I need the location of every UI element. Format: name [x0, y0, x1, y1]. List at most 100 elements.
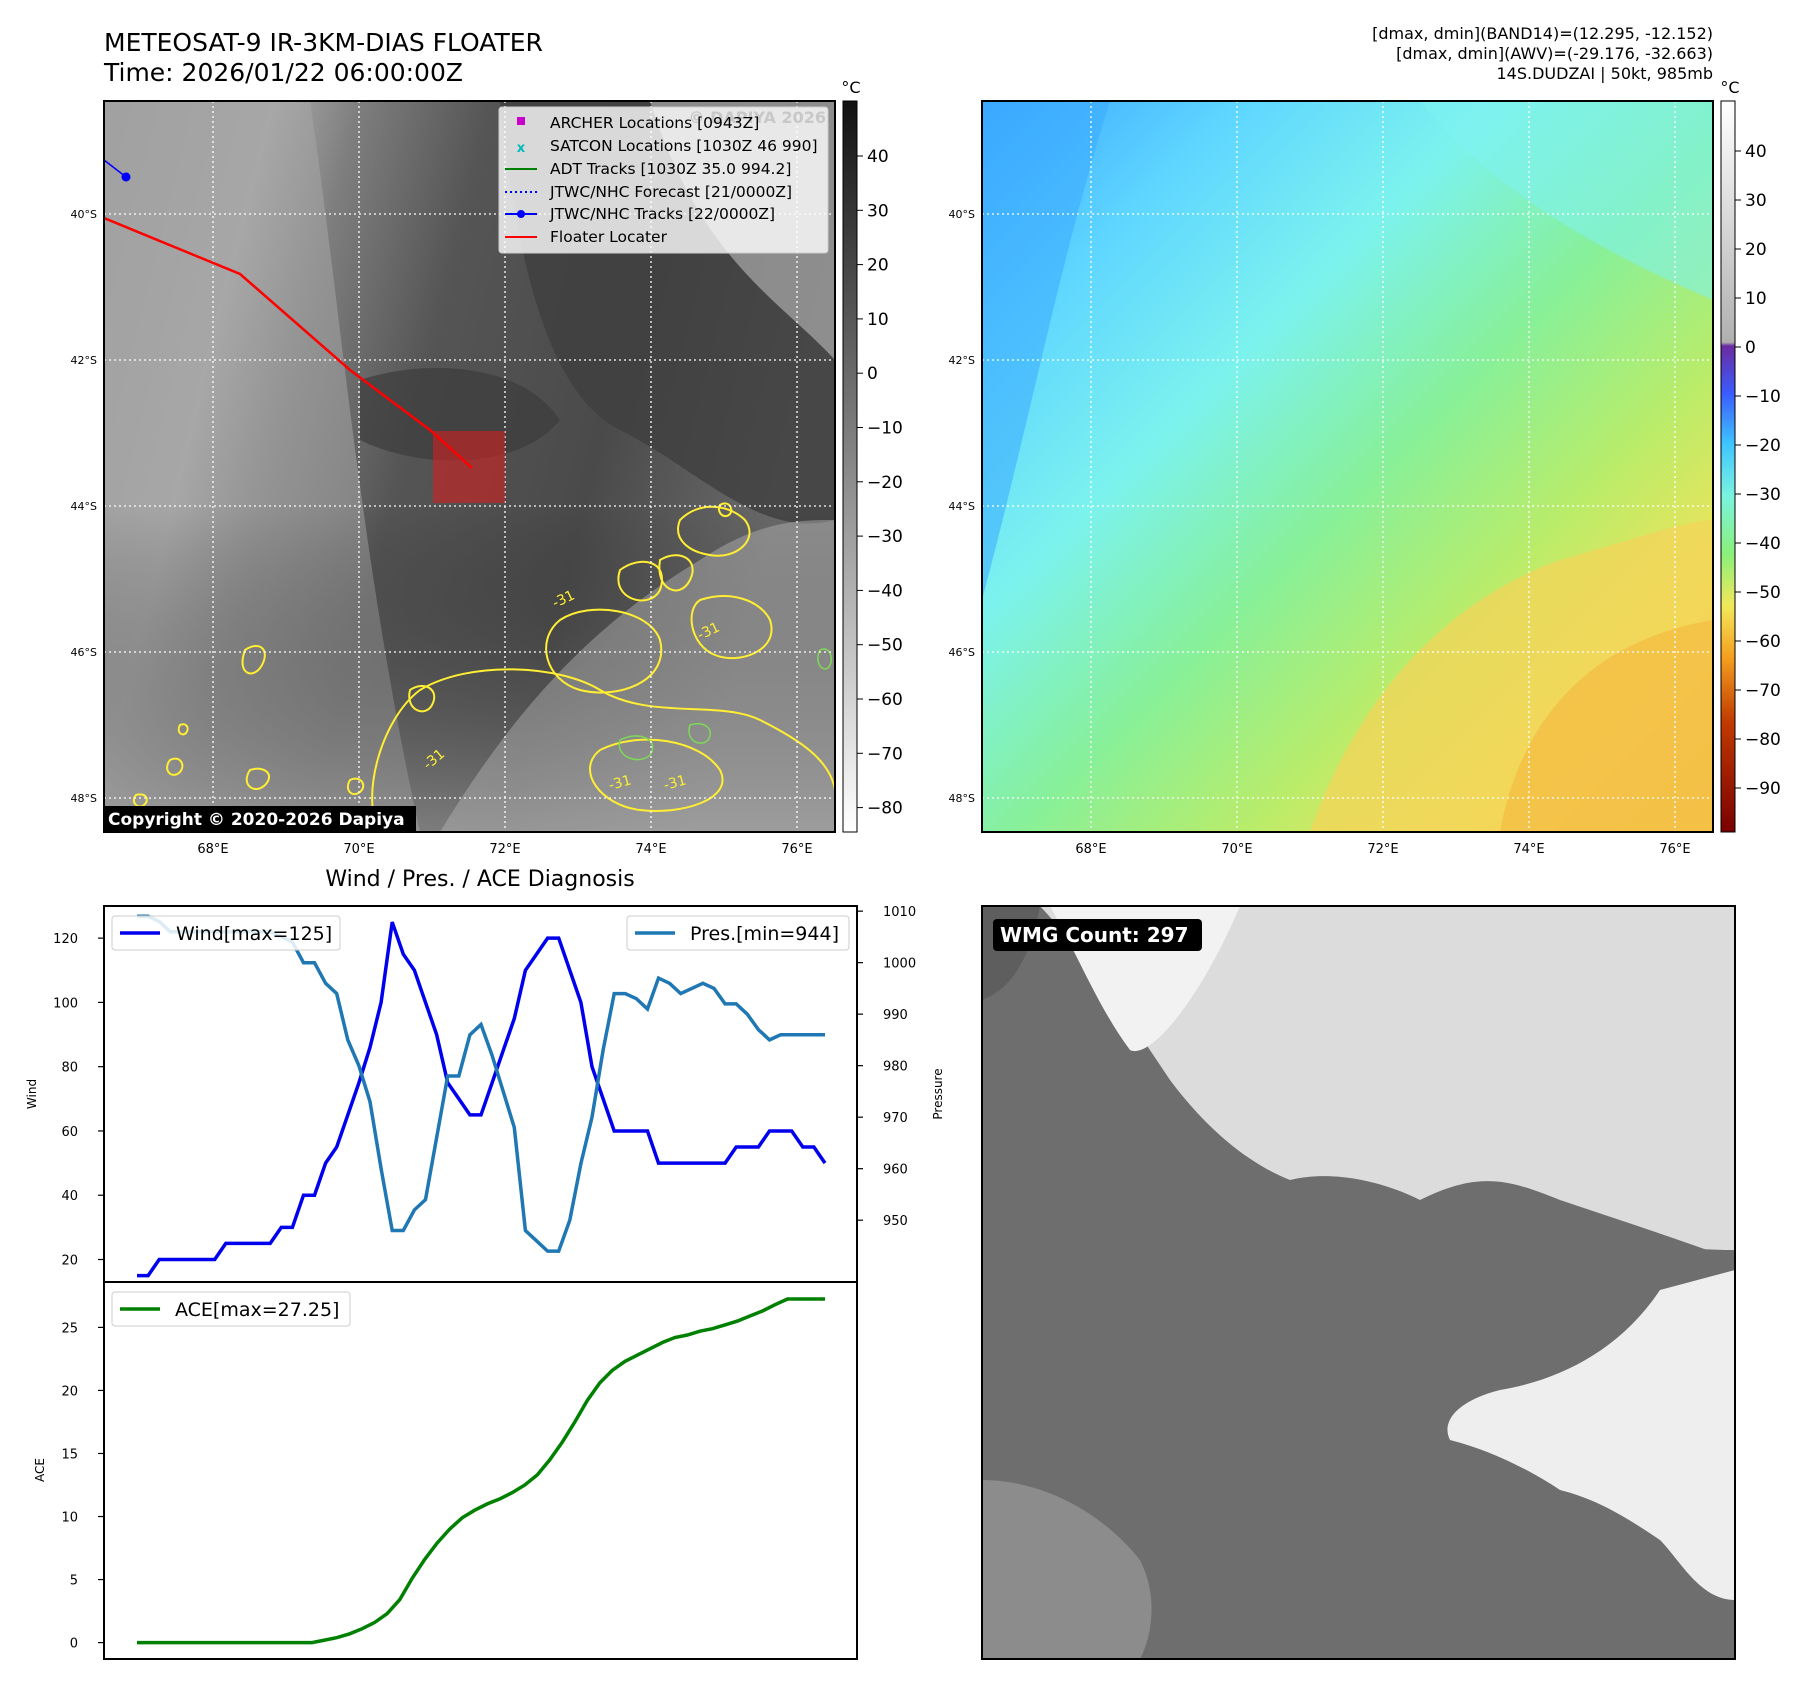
y-tick-label: 1010 [883, 905, 916, 920]
ace-legend-box [111, 1291, 351, 1327]
y-tick-label: 60 [61, 1125, 78, 1140]
colorbar-tick-label: −70 [1745, 681, 1781, 701]
wmg-count: WMG Count: 297 [1000, 923, 1189, 947]
floater-locater-track [104, 216, 473, 469]
colorbar-tick-label: −30 [1745, 485, 1781, 505]
map-axis-labels: 40°S 40°S 42°S 42°S 44°S 44°S 46°S 46°S 48°S 48°S… [71, 208, 1691, 857]
ir-map-frame [103, 100, 836, 833]
colorbar-tick-label: −20 [867, 473, 903, 493]
pressure-legend: Pres.[min=944] [690, 923, 839, 945]
wv-imagery [982, 101, 1713, 832]
colorbar-tick-label: −40 [1745, 534, 1781, 554]
wv-map-panel: °C 40 30 20 10 0 −10 −20 −30 −40 −50 −60 −70 −80 −90 [981, 78, 1781, 833]
copyright: Copyright © 2020-2026 Dapiya [108, 810, 405, 830]
ace-series-line [137, 1297, 825, 1645]
pressure-y-ticks: 950 960 970 980 990 1000 1010 [857, 905, 916, 1229]
diagnosis-title: Wind / Pres. / ACE Diagnosis [325, 867, 634, 892]
wv-colorbar [1720, 100, 1736, 833]
ir-colorbar-ticks: 40 30 20 10 0 −10 −20 −30 −40 −50 −60 −70 −80 [857, 147, 903, 819]
satcon-marker: x [517, 141, 526, 156]
wv-lon-label: 68°E [1075, 842, 1106, 857]
colorbar-tick-label: −40 [867, 581, 903, 601]
y-tick-label: 980 [883, 1060, 908, 1075]
colorbar-tick-label: −30 [867, 527, 903, 547]
wv-colorbar-ticks: 40 30 20 10 0 −10 −20 −30 −40 −50 −60 −70 −80 −90 [1735, 142, 1781, 799]
diagnosis-chart: Wind / Pres. / ACE Diagnosis 20 40 60 80 100… [25, 867, 945, 1660]
legend-satcon: SATCON Locations [1030Z 46 990] [550, 137, 818, 155]
pressure-axis-label: Pressure [931, 1068, 945, 1119]
wv-lat-label: 48°S [949, 792, 975, 805]
colorbar-tick-label: 30 [1745, 191, 1767, 211]
ir-lon-label: 70°E [343, 842, 374, 857]
wv-lat-label: 44°S [949, 500, 975, 513]
wv-lat-label: 40°S [949, 208, 975, 221]
y-tick-label: 15 [61, 1447, 78, 1462]
wind-legend: Wind[max=125] [176, 923, 332, 945]
ir-lat-label: 46°S [71, 646, 97, 659]
wv-lon-label: 76°E [1659, 842, 1690, 857]
ir-lon-label: 72°E [489, 842, 520, 857]
wmg-count-box [993, 919, 1202, 951]
map-legend-box [498, 106, 829, 254]
colorbar-tick-label: −50 [867, 636, 903, 656]
wmg-imagery [982, 906, 1735, 1659]
y-tick-label: 80 [61, 1061, 78, 1076]
y-tick-label: 970 [883, 1111, 908, 1126]
colorbar-tick-label: −80 [1745, 730, 1781, 750]
pressure-legend-box [626, 915, 850, 951]
map-watermark: © DAPIYA 2026 [689, 108, 826, 127]
tracks-marker-dot [517, 210, 525, 218]
ir-colorbar [842, 100, 858, 833]
y-tick-label: 20 [61, 1384, 78, 1399]
wind-pressure-axes [103, 905, 858, 1283]
colorbar-tick-label: −60 [1745, 632, 1781, 652]
wmg-panel: WMG Count: 297 [981, 905, 1736, 1660]
colorbar-tick-label: −80 [867, 799, 903, 819]
colorbar-tick-label: 10 [867, 310, 889, 330]
y-tick-label: 950 [883, 1214, 908, 1229]
map-legend: © DAPIYA 2026 ARCHER Locations [0943Z] x… [498, 106, 829, 254]
info-line2: [dmax, dmin](AWV)=(-29.176, -32.663) [1396, 44, 1713, 63]
legend-archer: ARCHER Locations [0943Z] [550, 114, 759, 132]
ir-map-panel: -31 -31 -31 -31 -31 © DA [103, 78, 903, 833]
colorbar-tick-label: 10 [1745, 289, 1767, 309]
legend-adt: ADT Tracks [1030Z 35.0 994.2] [550, 160, 791, 178]
ir-lat-label: 42°S [71, 354, 97, 367]
copyright-box [104, 806, 416, 832]
colorbar-tick-label: −90 [1745, 779, 1781, 799]
ir-lon-label: 76°E [781, 842, 812, 857]
colorbar-tick-label: −60 [867, 690, 903, 710]
ace-legend: ACE[max=27.25] [175, 1299, 339, 1321]
colorbar-tick-label: 40 [867, 147, 889, 167]
wind-legend-box [111, 915, 341, 951]
legend-floater: Floater Locater [550, 228, 668, 246]
colorbar-tick-label: −70 [867, 744, 903, 764]
colorbar-tick-label: 20 [1745, 240, 1767, 260]
y-tick-label: 40 [61, 1189, 78, 1204]
figure-title-line1: METEOSAT-9 IR-3KM-DIAS FLOATER [104, 28, 543, 57]
jtwc-track [104, 159, 127, 178]
contour-label-5: -31 [662, 772, 688, 793]
y-tick-label: 100 [53, 996, 78, 1011]
ace-axes [103, 1281, 858, 1660]
ir-lat-label: 44°S [71, 500, 97, 513]
ace-y-ticks: 0 5 10 15 20 25 [61, 1321, 104, 1652]
colorbar-tick-label: 30 [867, 201, 889, 221]
ir-lon-label: 68°E [197, 842, 228, 857]
info-line1: [dmax, dmin](BAND14)=(12.295, -12.152) [1372, 24, 1713, 43]
wv-lon-label: 72°E [1367, 842, 1398, 857]
colorbar-tick-label: 0 [867, 364, 878, 384]
wind-axis-label: Wind [25, 1079, 39, 1109]
wv-lon-label: 70°E [1221, 842, 1252, 857]
cold-cloud-contours [132, 502, 835, 832]
colorbar-tick-label: 40 [1745, 142, 1767, 162]
y-tick-label: 990 [883, 1008, 908, 1023]
y-tick-label: 1000 [883, 957, 916, 972]
wv-lat-label: 42°S [949, 354, 975, 367]
ir-lat-label: 40°S [71, 208, 97, 221]
colorbar-tick-label: −20 [1745, 436, 1781, 456]
colorbar-tick-label: −50 [1745, 583, 1781, 603]
legend-forecast: JTWC/NHC Forecast [21/0000Z] [549, 183, 792, 201]
y-tick-label: 25 [61, 1321, 78, 1336]
